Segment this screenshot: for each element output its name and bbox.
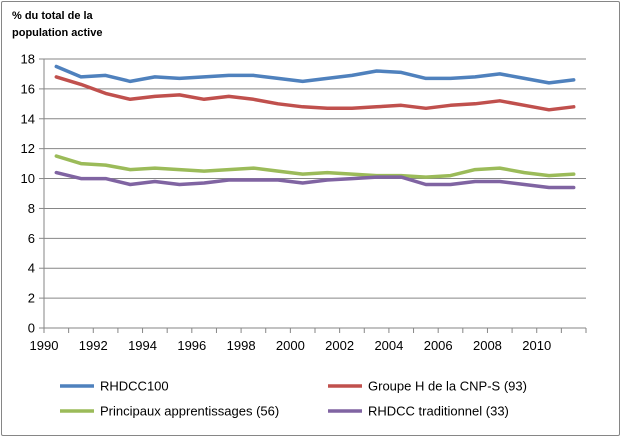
legend: RHDCC100 Groupe H de la CNP-S (93) Princip… — [60, 379, 527, 419]
x-tick-label: 2006 — [424, 338, 453, 353]
legend-label-1: RHDCC100 — [100, 379, 169, 394]
series-line-4 — [54, 170, 576, 190]
x-tick-label: 1992 — [79, 338, 108, 353]
y-tick-label: 10 — [21, 171, 35, 186]
y-tick-label: 18 — [21, 52, 35, 67]
x-tick-label: 1990 — [30, 338, 59, 353]
series-lines — [54, 64, 576, 190]
gridlines — [44, 58, 586, 299]
y-tick-label: 4 — [28, 261, 35, 276]
y-tick-label: 6 — [28, 231, 35, 246]
legend-label-2: Groupe H de la CNP-S (93) — [368, 379, 527, 394]
x-tick-label: 2008 — [473, 338, 502, 353]
x-tick-labels: 1990 1992 1994 1996 1998 2000 2002 2004 2006 2008… — [30, 338, 552, 353]
x-tick-label: 1996 — [177, 338, 206, 353]
series-line-2 — [54, 75, 576, 112]
axes — [39, 58, 587, 333]
y-tick-label: 16 — [21, 81, 35, 96]
x-tick-label: 1994 — [128, 338, 157, 353]
y-tick-label: 12 — [21, 141, 35, 156]
legend-label-3: Principaux apprentissages (56) — [100, 404, 279, 419]
y-tick-label: 0 — [28, 321, 35, 336]
y-tick-label: 8 — [28, 201, 35, 216]
x-tick-label: 2010 — [522, 338, 551, 353]
x-tick-label: 1998 — [227, 338, 256, 353]
x-tick-label: 2000 — [276, 338, 305, 353]
y-axis-title-line-1: % du total de la — [12, 10, 94, 22]
y-axis-title-line-2: population active — [12, 27, 102, 39]
y-tick-label: 14 — [21, 111, 35, 126]
x-tick-label: 2004 — [374, 338, 403, 353]
series-line-1 — [54, 64, 576, 85]
series-line-3 — [54, 154, 576, 179]
x-tick-label: 2002 — [325, 338, 354, 353]
y-tick-label: 2 — [28, 291, 35, 306]
y-tick-labels: 0 2 4 6 8 10 12 14 16 18 — [21, 52, 35, 336]
legend-label-4: RHDCC traditionnel (33) — [368, 404, 509, 419]
